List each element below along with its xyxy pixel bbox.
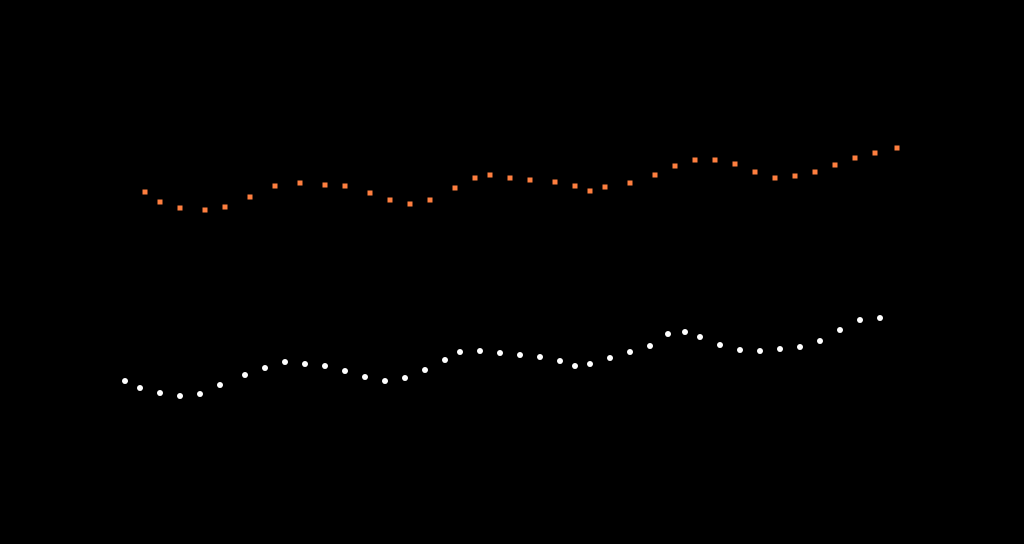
point xyxy=(652,172,658,178)
point xyxy=(682,329,688,335)
point xyxy=(177,205,183,211)
point xyxy=(627,349,633,355)
point xyxy=(497,350,503,356)
point xyxy=(322,182,328,188)
point xyxy=(217,382,223,388)
point xyxy=(177,393,183,399)
point xyxy=(422,367,428,373)
point xyxy=(557,358,563,364)
point xyxy=(282,359,288,365)
point xyxy=(142,189,148,195)
point xyxy=(894,145,900,151)
point xyxy=(197,391,203,397)
point xyxy=(537,354,543,360)
point xyxy=(472,175,478,181)
point xyxy=(777,346,783,352)
point xyxy=(877,315,883,321)
point xyxy=(672,163,678,169)
point xyxy=(202,207,208,213)
point xyxy=(832,162,838,168)
point xyxy=(247,194,253,200)
point xyxy=(602,184,608,190)
point xyxy=(792,173,798,179)
point xyxy=(752,169,758,175)
point xyxy=(872,150,878,156)
point xyxy=(362,374,368,380)
point xyxy=(342,183,348,189)
point xyxy=(587,361,593,367)
point xyxy=(457,349,463,355)
point xyxy=(382,378,388,384)
point xyxy=(552,179,558,185)
point xyxy=(387,197,393,203)
point xyxy=(527,177,533,183)
point xyxy=(607,355,613,361)
point xyxy=(817,338,823,344)
point xyxy=(797,344,803,350)
point xyxy=(407,201,413,207)
point xyxy=(452,185,458,191)
point xyxy=(157,390,163,396)
point xyxy=(697,334,703,340)
point xyxy=(122,378,128,384)
point xyxy=(712,157,718,163)
point xyxy=(572,183,578,189)
point xyxy=(342,368,348,374)
point xyxy=(477,348,483,354)
point xyxy=(757,348,763,354)
point xyxy=(272,183,278,189)
point xyxy=(517,352,523,358)
point xyxy=(222,204,228,210)
point xyxy=(402,375,408,381)
point xyxy=(427,197,433,203)
point xyxy=(137,385,143,391)
point xyxy=(692,157,698,163)
point xyxy=(647,343,653,349)
point xyxy=(852,155,858,161)
point xyxy=(737,347,743,353)
point xyxy=(302,361,308,367)
point xyxy=(322,363,328,369)
point xyxy=(507,175,513,181)
point xyxy=(717,342,723,348)
point xyxy=(587,188,593,194)
point xyxy=(157,199,163,205)
point xyxy=(442,357,448,363)
point xyxy=(812,169,818,175)
point xyxy=(857,317,863,323)
point xyxy=(732,161,738,167)
point xyxy=(242,372,248,378)
point xyxy=(665,331,671,337)
point xyxy=(297,180,303,186)
point xyxy=(572,363,578,369)
point xyxy=(627,180,633,186)
point xyxy=(262,365,268,371)
point xyxy=(367,190,373,196)
point xyxy=(487,172,493,178)
point xyxy=(772,175,778,181)
point xyxy=(837,327,843,333)
